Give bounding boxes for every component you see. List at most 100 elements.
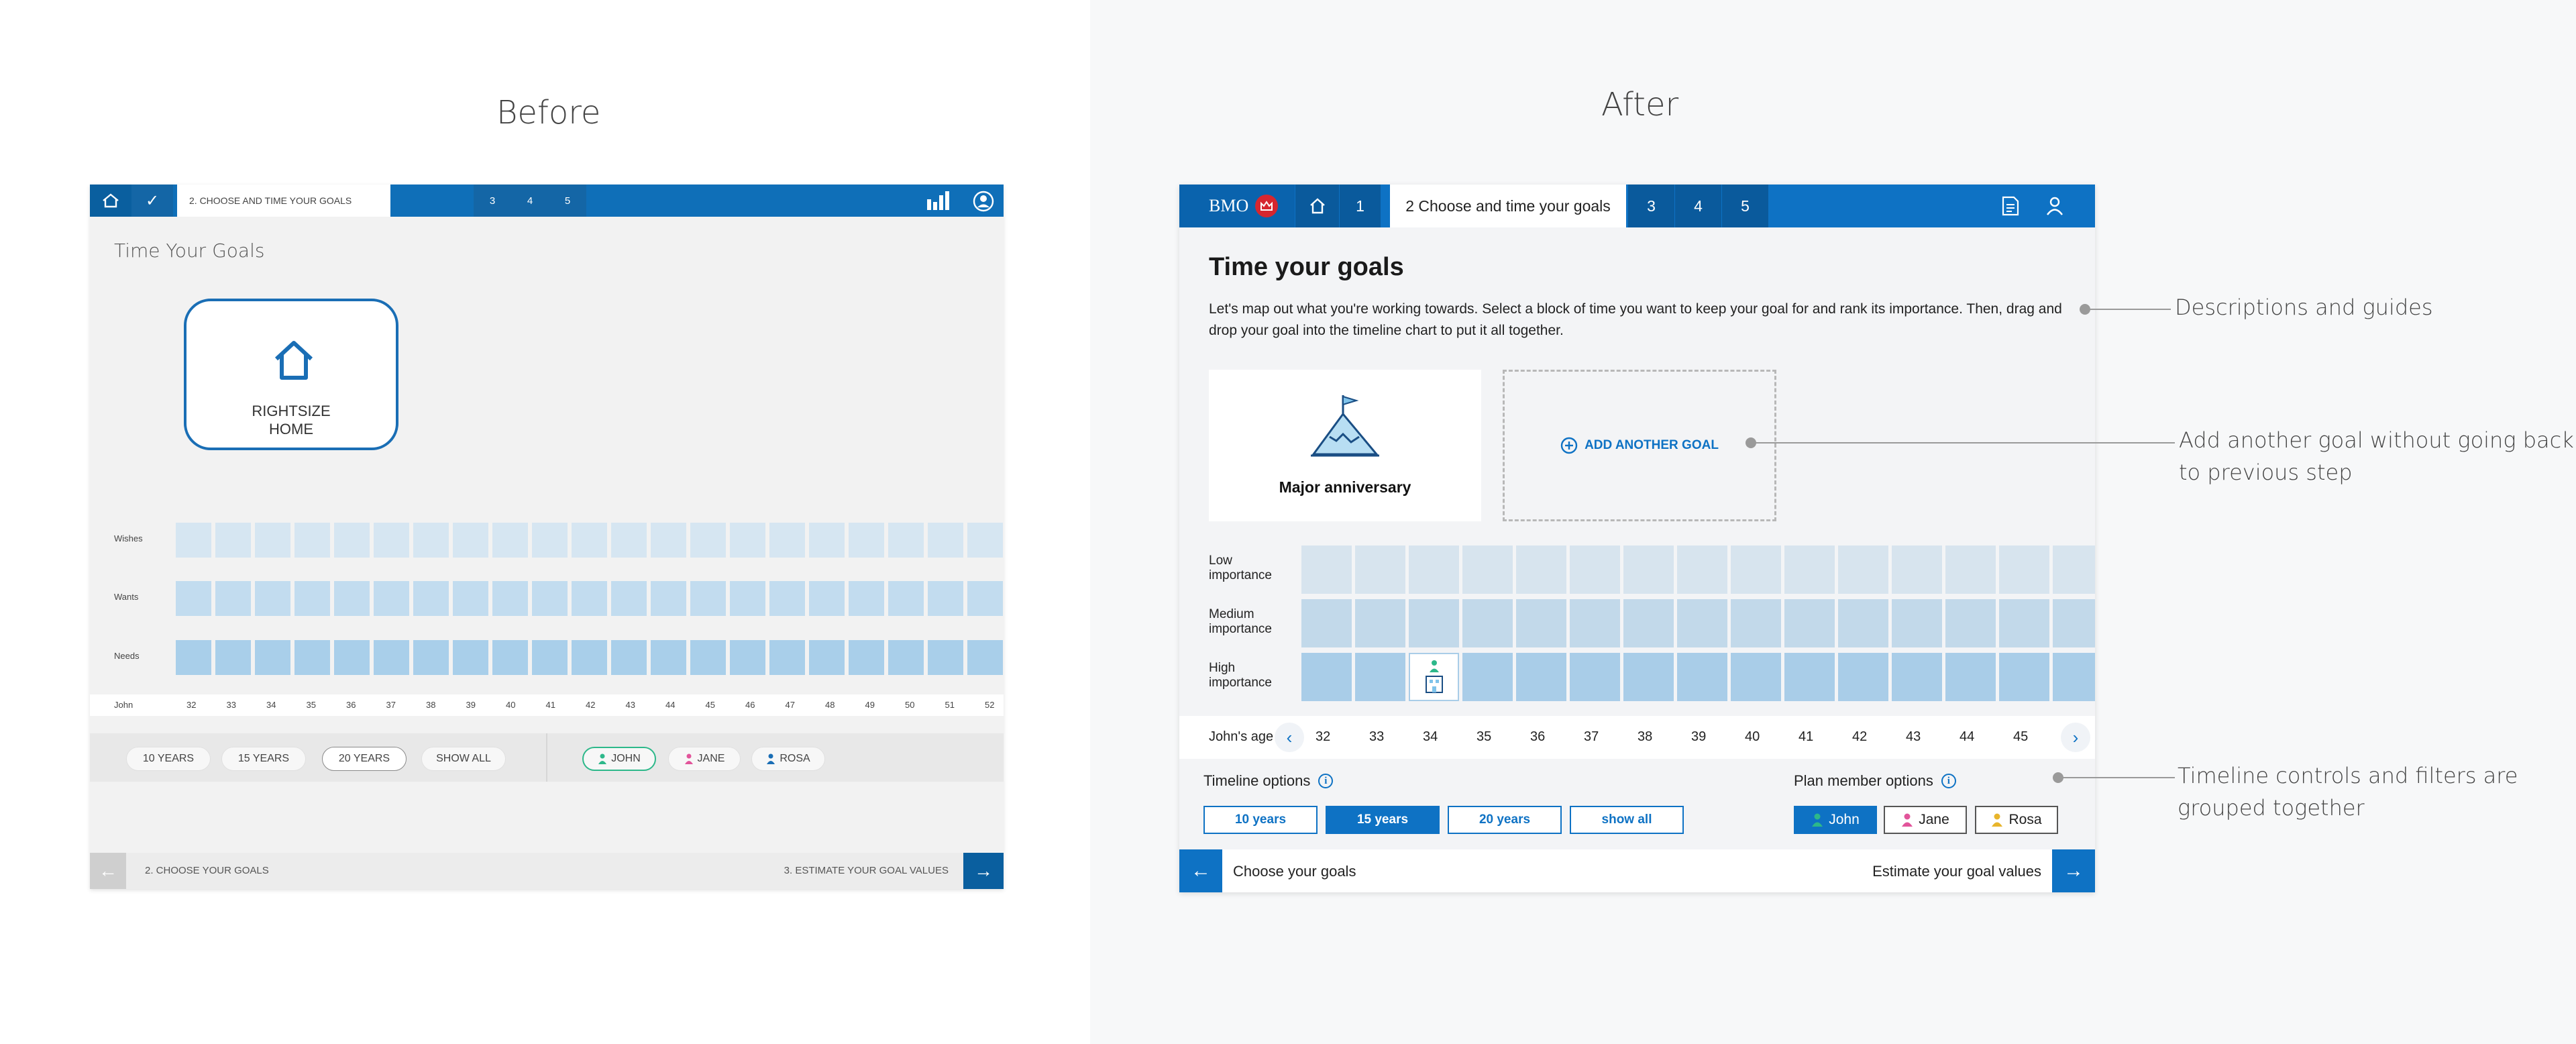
timeline-cell[interactable] — [492, 581, 528, 616]
after-home-tab[interactable] — [1295, 185, 1339, 227]
before-prev-button[interactable]: ← — [90, 853, 126, 889]
before-timeline-all[interactable]: SHOW ALL — [421, 747, 506, 771]
after-next-button[interactable]: → — [2052, 849, 2095, 892]
placed-goal-cell[interactable] — [1409, 653, 1459, 701]
timeline-cell[interactable] — [769, 640, 805, 675]
timeline-cell[interactable] — [1731, 599, 1781, 647]
timeline-cell[interactable] — [611, 581, 647, 616]
timeline-cell[interactable] — [413, 523, 449, 558]
timeline-cell[interactable] — [572, 640, 607, 675]
timeline-cell[interactable] — [1731, 653, 1781, 701]
bmo-logo[interactable]: BMO — [1179, 185, 1295, 227]
timeline-cell[interactable] — [2053, 545, 2095, 594]
timeline-cell[interactable] — [334, 523, 370, 558]
add-goal-button[interactable]: ADD ANOTHER GOAL — [1503, 370, 1776, 521]
after-timeline-15[interactable]: 15 years — [1326, 806, 1440, 834]
timeline-cell[interactable] — [1677, 653, 1727, 701]
before-step3-tab[interactable]: 3 — [474, 185, 511, 217]
timeline-cell[interactable] — [176, 581, 211, 616]
timeline-cell[interactable] — [2053, 653, 2095, 701]
info-icon[interactable]: i — [1318, 774, 1334, 788]
timeline-cell[interactable] — [1838, 545, 1888, 594]
timeline-cell[interactable] — [690, 581, 726, 616]
timeline-cell[interactable] — [1623, 545, 1674, 594]
timeline-cell[interactable] — [532, 640, 568, 675]
timeline-cell[interactable] — [572, 523, 607, 558]
timeline-cell[interactable] — [1462, 599, 1513, 647]
timeline-cell[interactable] — [967, 581, 1003, 616]
timeline-cell[interactable] — [1838, 653, 1888, 701]
after-step1-tab[interactable]: 1 — [1339, 185, 1381, 227]
after-step3-tab[interactable]: 3 — [1627, 185, 1674, 227]
timeline-cell[interactable] — [967, 640, 1003, 675]
before-step5-tab[interactable]: 5 — [549, 185, 586, 217]
timeline-cell[interactable] — [1301, 599, 1352, 647]
timeline-cell[interactable] — [215, 523, 251, 558]
user-icon[interactable] — [973, 191, 994, 212]
timeline-cell[interactable] — [453, 523, 488, 558]
timeline-cell[interactable] — [769, 523, 805, 558]
timeline-cell[interactable] — [928, 523, 963, 558]
timeline-cell[interactable] — [215, 640, 251, 675]
timeline-cell[interactable] — [374, 523, 409, 558]
timeline-cell[interactable] — [334, 640, 370, 675]
timeline-cell[interactable] — [1301, 653, 1352, 701]
timeline-cell[interactable] — [1784, 653, 1835, 701]
timeline-cell[interactable] — [532, 581, 568, 616]
timeline-cell[interactable] — [255, 523, 290, 558]
timeline-cell[interactable] — [730, 640, 765, 675]
after-age-prev-button[interactable]: ‹ — [1275, 723, 1304, 752]
timeline-cell[interactable] — [1462, 545, 1513, 594]
timeline-cell[interactable] — [849, 523, 884, 558]
before-timeline-10[interactable]: 10 YEARS — [126, 747, 211, 771]
timeline-cell[interactable] — [294, 581, 330, 616]
after-step2-tab[interactable]: 2 Choose and time your goals — [1390, 185, 1626, 227]
before-next-button[interactable]: → — [963, 853, 1004, 889]
after-step5-tab[interactable]: 5 — [1721, 185, 1768, 227]
timeline-cell[interactable] — [1516, 545, 1566, 594]
timeline-cell[interactable] — [611, 523, 647, 558]
timeline-cell[interactable] — [1999, 653, 2049, 701]
timeline-cell[interactable] — [809, 523, 845, 558]
timeline-cell[interactable] — [1677, 599, 1727, 647]
timeline-cell[interactable] — [651, 640, 686, 675]
before-goal-card[interactable]: RIGHTSIZE HOME — [184, 299, 398, 450]
timeline-cell[interactable] — [690, 640, 726, 675]
after-step4-tab[interactable]: 4 — [1674, 185, 1721, 227]
timeline-cell[interactable] — [176, 523, 211, 558]
after-member-rosa[interactable]: Rosa — [1975, 806, 2058, 834]
timeline-cell[interactable] — [176, 640, 211, 675]
before-timeline-20[interactable]: 20 YEARS — [322, 747, 407, 771]
timeline-cell[interactable] — [1784, 545, 1835, 594]
after-member-jane[interactable]: Jane — [1884, 806, 1967, 834]
timeline-cell[interactable] — [294, 640, 330, 675]
timeline-cell[interactable] — [809, 581, 845, 616]
timeline-cell[interactable] — [1892, 599, 1942, 647]
timeline-cell[interactable] — [1462, 653, 1513, 701]
before-step4-tab[interactable]: 4 — [511, 185, 549, 217]
after-timeline-10[interactable]: 10 years — [1203, 806, 1318, 834]
timeline-cell[interactable] — [1945, 599, 1996, 647]
timeline-cell[interactable] — [453, 640, 488, 675]
timeline-cell[interactable] — [1838, 599, 1888, 647]
timeline-cell[interactable] — [730, 523, 765, 558]
before-step2-tab[interactable]: 2. CHOOSE AND TIME YOUR GOALS — [177, 185, 390, 217]
timeline-cell[interactable] — [651, 523, 686, 558]
bar-chart-icon[interactable] — [926, 191, 950, 210]
timeline-cell[interactable] — [888, 640, 924, 675]
timeline-cell[interactable] — [334, 581, 370, 616]
timeline-cell[interactable] — [215, 581, 251, 616]
timeline-cell[interactable] — [690, 523, 726, 558]
timeline-cell[interactable] — [1516, 653, 1566, 701]
timeline-cell[interactable] — [572, 581, 607, 616]
timeline-cell[interactable] — [1570, 653, 1620, 701]
timeline-cell[interactable] — [374, 581, 409, 616]
timeline-cell[interactable] — [1999, 545, 2049, 594]
timeline-cell[interactable] — [928, 581, 963, 616]
timeline-cell[interactable] — [413, 581, 449, 616]
timeline-cell[interactable] — [1677, 545, 1727, 594]
after-timeline-all[interactable]: show all — [1570, 806, 1684, 834]
before-member-jane[interactable]: JANE — [668, 747, 741, 771]
after-prev-button[interactable]: ← — [1179, 849, 1222, 892]
timeline-cell[interactable] — [888, 523, 924, 558]
